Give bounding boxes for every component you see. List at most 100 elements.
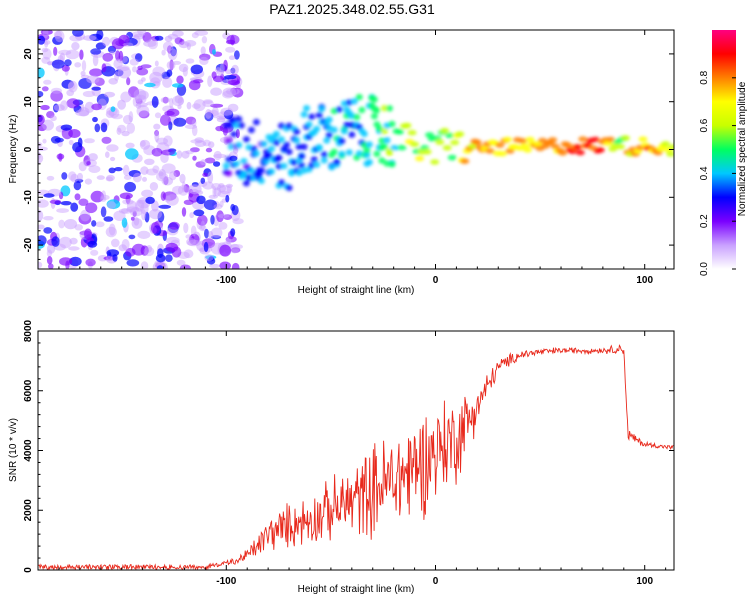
signal-blob — [415, 155, 425, 162]
noise-blob — [165, 254, 173, 262]
noise-blob — [58, 153, 63, 162]
noise-blob — [147, 38, 159, 50]
noise-blob — [219, 261, 231, 269]
noise-blob — [53, 104, 65, 112]
noise-blob — [218, 222, 228, 230]
noise-blob — [128, 170, 141, 178]
signal-blob — [278, 136, 285, 143]
noise-blob — [211, 227, 223, 238]
noise-blob — [160, 97, 171, 104]
snr-y-label: SNR (10 * v/v) — [8, 418, 19, 482]
noise-blob — [110, 156, 116, 162]
noise-blob — [126, 122, 135, 134]
snr-marks — [38, 344, 674, 570]
signal-blob — [237, 122, 245, 129]
signal-blob — [467, 143, 477, 150]
noise-blob — [179, 264, 191, 269]
noise-blob — [125, 194, 131, 205]
signal-blob — [381, 128, 388, 135]
y-tick-label: 6000 — [23, 379, 34, 402]
noise-blob — [169, 59, 174, 71]
noise-blob — [203, 241, 209, 253]
noise-blob — [131, 243, 146, 256]
noise-blob — [128, 86, 140, 98]
noise-blob — [196, 195, 206, 205]
noise-blob — [59, 236, 72, 249]
noise-blob — [204, 157, 216, 164]
signal-blob — [285, 148, 293, 155]
signal-blob — [257, 177, 265, 185]
noise-blob — [84, 101, 95, 113]
noise-blob — [177, 185, 189, 196]
noise-blob — [74, 62, 82, 68]
signal-blob — [340, 128, 348, 135]
noise-blob — [166, 194, 179, 206]
noise-blob — [103, 91, 116, 98]
signal-blob — [280, 162, 288, 170]
signal-blob — [381, 143, 388, 150]
signal-blob — [590, 136, 600, 143]
signal-blob — [240, 158, 248, 165]
signal-blob — [445, 132, 455, 139]
noise-blob — [201, 36, 208, 44]
signal-blob — [447, 154, 457, 161]
signal-blob — [548, 137, 558, 143]
noise-blob — [81, 60, 87, 72]
noise-blob — [42, 138, 47, 144]
signal-blob — [575, 149, 585, 156]
noise-blobs — [38, 30, 244, 269]
colorbar: 0.0 0.2 0.4 0.6 0.8 Normalized spectral ampl… — [699, 30, 748, 276]
noise-blob — [38, 224, 45, 230]
noise-blob — [167, 48, 178, 61]
noise-blob — [122, 164, 130, 177]
noise-blob — [40, 104, 50, 111]
noise-blob — [85, 202, 98, 214]
signal-blob — [525, 136, 535, 143]
signal-blob — [550, 143, 560, 150]
noise-blob — [78, 213, 92, 225]
noise-blob — [190, 147, 200, 153]
signal-blob — [338, 137, 346, 145]
noise-blob — [212, 49, 216, 55]
noise-blob — [64, 59, 72, 67]
noise-blob — [121, 208, 129, 214]
noise-blob — [121, 130, 130, 137]
signal-blob — [308, 113, 316, 120]
noise-blob — [123, 175, 132, 180]
noise-blob — [156, 265, 164, 269]
noise-blob — [213, 187, 222, 197]
signal-blob — [605, 136, 615, 143]
noise-blob — [161, 71, 171, 80]
signal-blob — [325, 116, 333, 123]
noise-blob — [100, 196, 107, 202]
snr-series-line — [38, 344, 674, 570]
signal-blob — [563, 142, 573, 148]
noise-blob — [95, 42, 106, 50]
noise-blob — [68, 246, 80, 251]
signal-blob — [285, 184, 293, 191]
noise-blob — [128, 234, 136, 240]
noise-blob — [189, 212, 195, 219]
noise-blob — [219, 62, 225, 75]
noise-blob — [172, 185, 184, 195]
noise-blob — [234, 50, 240, 60]
noise-blob — [121, 217, 128, 228]
signal-blob — [335, 106, 343, 113]
y-tick-label: 8000 — [23, 319, 34, 342]
noise-blob — [151, 96, 159, 108]
noise-blob — [72, 142, 83, 153]
noise-blob — [100, 194, 110, 201]
noise-blob — [154, 60, 159, 67]
noise-blob — [118, 244, 127, 252]
signal-blob — [252, 118, 260, 126]
signal-blob — [353, 113, 361, 121]
noise-blob — [85, 258, 96, 267]
noise-blob — [229, 243, 240, 254]
noise-blob — [136, 102, 148, 108]
noise-blob — [203, 199, 218, 211]
signal-blob — [273, 130, 280, 138]
noise-blob — [100, 206, 107, 218]
noise-blob — [143, 40, 157, 47]
noise-blob — [64, 219, 78, 230]
noise-blob — [136, 105, 150, 117]
